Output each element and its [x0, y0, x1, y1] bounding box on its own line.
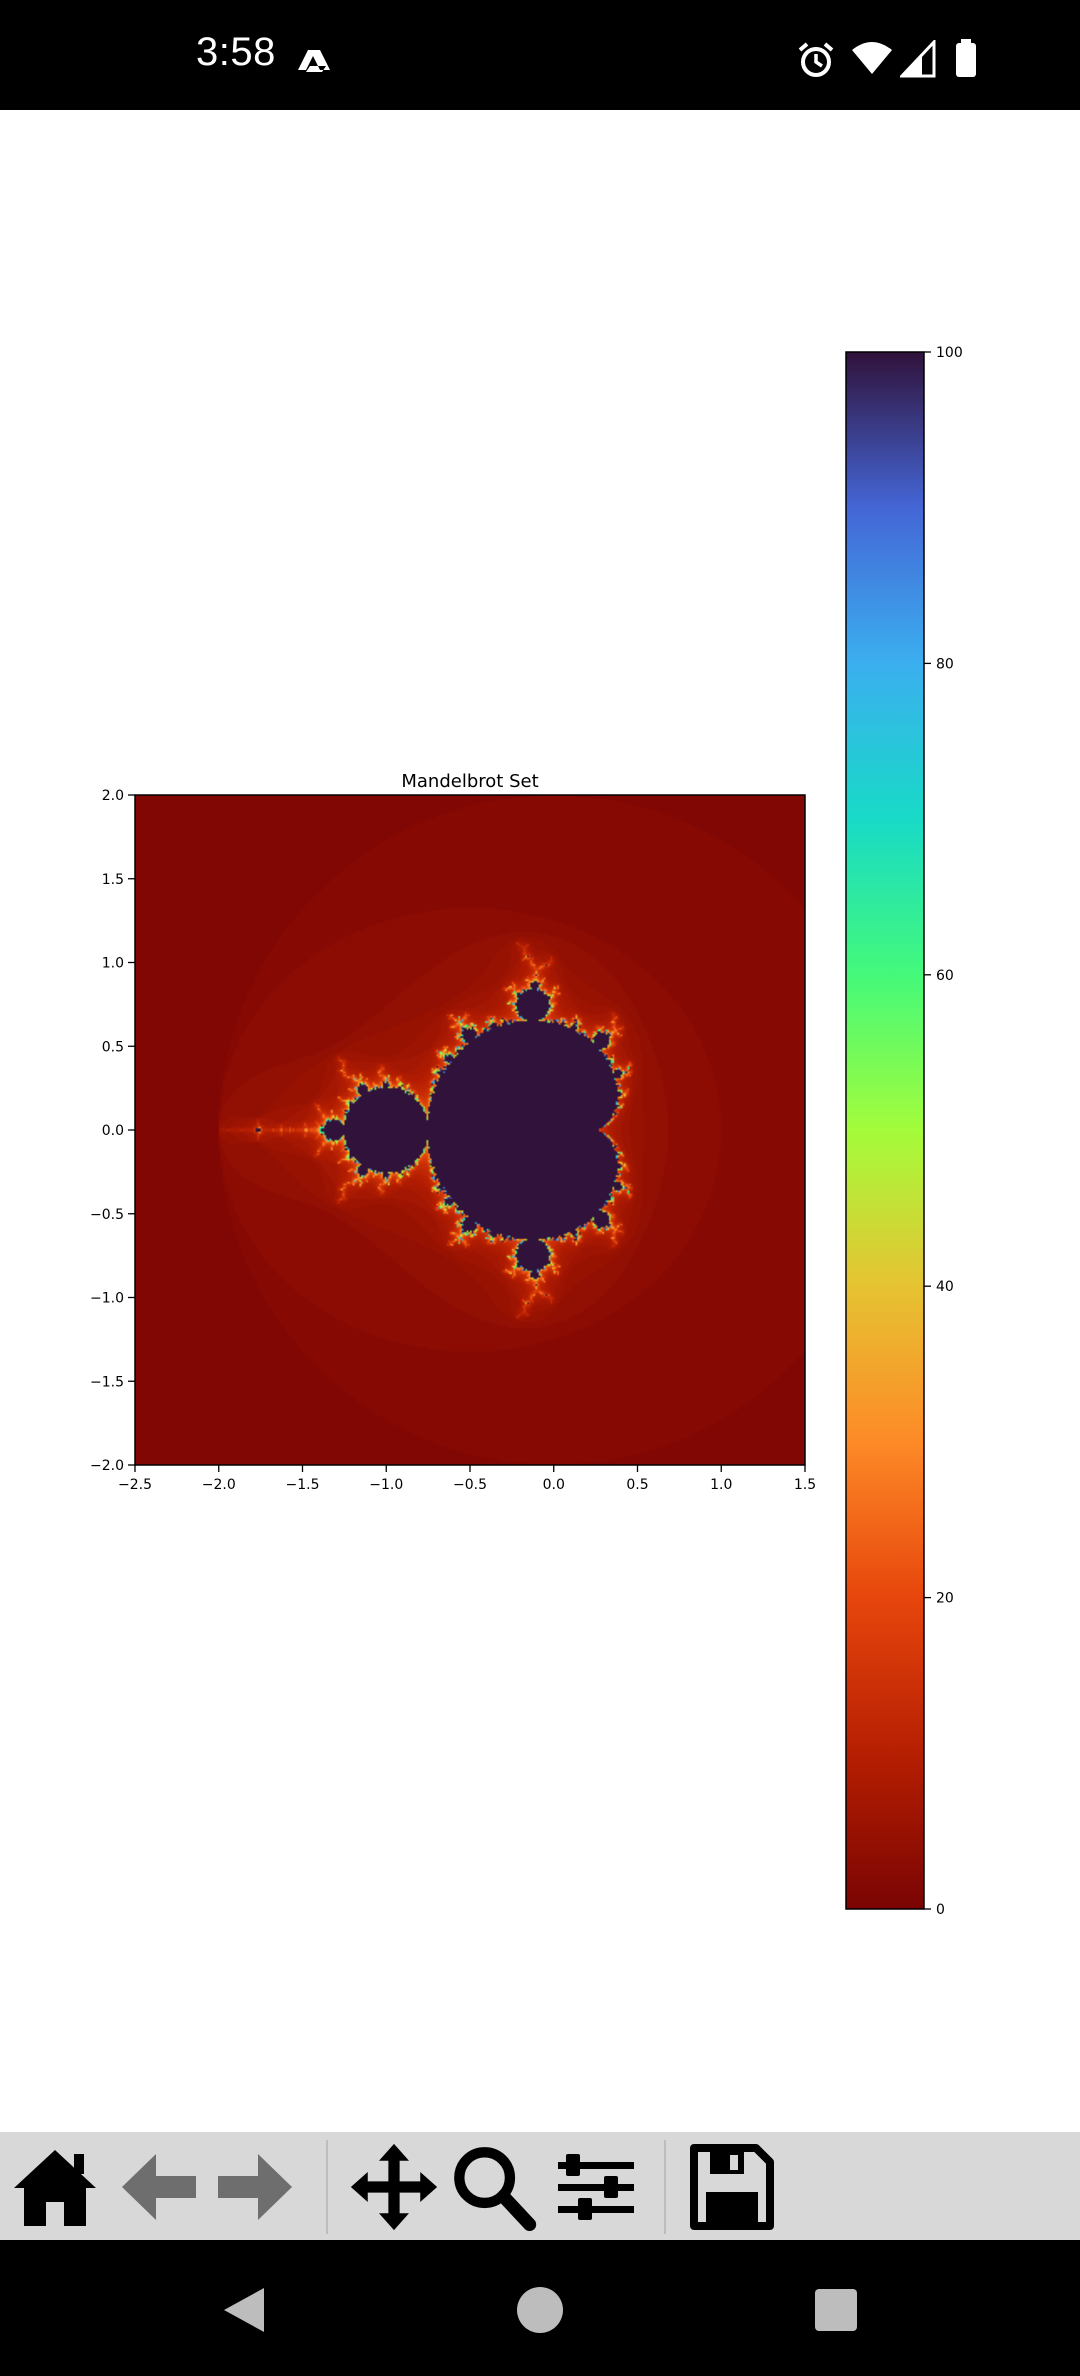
matplotlib-toolbar — [0, 2132, 1080, 2240]
figure-canvas[interactable]: Mandelbrot Set −2.5 −2.0 −1.5 −1.0 −0.5 0.0 0.… — [0, 110, 1080, 2132]
home-icon[interactable] — [10, 2142, 100, 2232]
x-tick-label: −2.0 — [202, 1477, 236, 1493]
alarm-icon — [798, 42, 834, 77]
heatmap-image — [134, 794, 806, 1466]
x-axis: −2.5 −2.0 −1.5 −1.0 −0.5 0.0 0.5 1.0 1.5 — [118, 1465, 816, 1493]
toolbar-separator — [326, 2140, 328, 2234]
y-tick-label: 1.5 — [102, 872, 124, 888]
x-tick-label: −1.0 — [369, 1477, 403, 1493]
back-triangle-icon[interactable] — [218, 2284, 270, 2336]
y-tick-label: 1.0 — [102, 956, 124, 972]
y-tick-label: 0.5 — [102, 1039, 124, 1055]
mandelbrot-chart: Mandelbrot Set −2.5 −2.0 −1.5 −1.0 −0.5 0.0 0.… — [90, 345, 963, 1918]
y-tick-label: −2.0 — [90, 1458, 124, 1474]
y-tick-label: 0.0 — [102, 1123, 124, 1139]
x-tick-label: −0.5 — [453, 1477, 487, 1493]
x-tick-label: 0.5 — [626, 1477, 648, 1493]
y-tick-label: −1.0 — [90, 1291, 124, 1307]
signal-icon — [900, 40, 936, 78]
x-tick-label: 1.5 — [794, 1477, 816, 1493]
colorbar-tick-label: 80 — [936, 656, 954, 672]
x-tick-label: −2.5 — [118, 1477, 152, 1493]
zoom-icon[interactable] — [448, 2142, 540, 2232]
colorbar-tick-label: 40 — [936, 1279, 954, 1295]
mandelbrot-heatmap — [135, 795, 805, 1465]
x-tick-label: 1.0 — [710, 1477, 732, 1493]
y-axis: −2.0 −1.5 −1.0 −0.5 0.0 0.5 1.0 1.5 2.0 — [90, 788, 135, 1474]
colorbar-tick-label: 20 — [936, 1591, 954, 1607]
drive-icon — [298, 50, 330, 72]
x-tick-label: −1.5 — [286, 1477, 320, 1493]
save-icon[interactable] — [690, 2142, 774, 2232]
y-tick-label: 2.0 — [102, 788, 124, 804]
battery-icon — [956, 39, 976, 77]
wifi-icon — [852, 42, 892, 74]
colorbar-tick-label: 100 — [936, 345, 963, 361]
pan-move-icon[interactable] — [346, 2142, 442, 2232]
y-tick-label: −1.5 — [90, 1374, 124, 1390]
x-tick-label: 0.0 — [543, 1477, 565, 1493]
toolbar-separator — [664, 2140, 666, 2234]
back-arrow-icon[interactable] — [116, 2142, 200, 2232]
home-circle-icon[interactable] — [514, 2284, 566, 2336]
colorbar-gradient — [845, 351, 925, 1910]
y-tick-label: −0.5 — [90, 1207, 124, 1223]
forward-arrow-icon[interactable] — [214, 2142, 298, 2232]
colorbar: 0 20 40 60 80 100 — [845, 345, 963, 1918]
android-nav-bar — [0, 2240, 1080, 2376]
recents-square-icon[interactable] — [812, 2286, 860, 2334]
status-time: 3:58 — [196, 30, 276, 74]
chart-title: Mandelbrot Set — [401, 771, 538, 792]
colorbar-tick-label: 60 — [936, 968, 954, 984]
configure-subplots-icon[interactable] — [554, 2142, 638, 2232]
colorbar-tick-label: 0 — [936, 1902, 945, 1918]
status-bar: 3:58 — [0, 0, 1080, 110]
